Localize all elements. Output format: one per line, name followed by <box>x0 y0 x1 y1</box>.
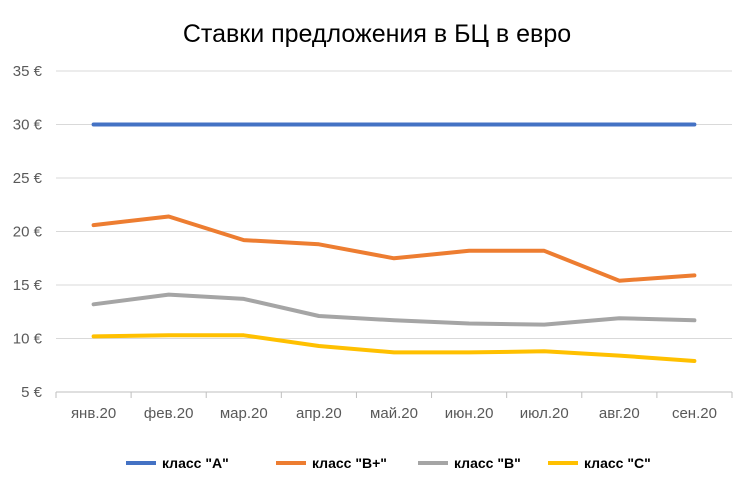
gridlines <box>55 70 733 398</box>
series-line-3 <box>91 333 697 363</box>
x-tick-label: май.20 <box>370 405 418 422</box>
y-tick-label: 25 € <box>13 170 43 187</box>
x-tick-label: апр.20 <box>296 405 342 422</box>
x-tick-label: июл.20 <box>520 405 569 422</box>
y-axis-ticks: 5 € 10 € 15 € 20 € 25 € 30 € 35 € <box>13 63 43 401</box>
series-line-2 <box>91 292 697 327</box>
legend: класс "A" класс "B+" класс "B" класс "C" <box>126 455 651 471</box>
x-tick-label: мар.20 <box>220 405 268 422</box>
legend-label-3: класс "C" <box>584 455 651 471</box>
y-tick-label: 15 € <box>13 277 43 294</box>
legend-label-2: класс "B" <box>454 455 521 471</box>
x-tick-label: сен.20 <box>672 405 717 422</box>
y-tick-label: 35 € <box>13 63 43 80</box>
series-lines <box>91 122 697 363</box>
y-tick-label: 5 € <box>21 384 43 401</box>
y-tick-label: 30 € <box>13 117 43 134</box>
x-tick-label: фев.20 <box>144 405 194 422</box>
x-tick-label: авг.20 <box>599 405 640 422</box>
x-axis-ticks: янв.20 фев.20 мар.20 апр.20 май.20 июн.20 июл.… <box>71 405 717 422</box>
chart-title: Ставки предложения в БЦ в евро <box>183 20 571 48</box>
y-tick-label: 10 € <box>13 331 43 348</box>
series-line-1 <box>91 214 697 283</box>
legend-label-0: класс "A" <box>162 455 229 471</box>
x-tick-label: июн.20 <box>445 405 494 422</box>
y-tick-label: 20 € <box>13 224 43 241</box>
x-tick-label: янв.20 <box>71 405 116 422</box>
legend-label-1: класс "B+" <box>312 455 387 471</box>
